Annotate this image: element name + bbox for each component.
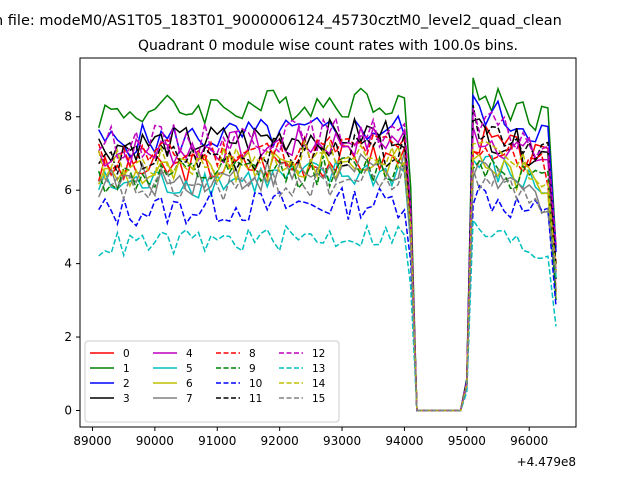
legend-label-8: 8: [249, 348, 256, 360]
x-tick-label: 92000: [261, 434, 299, 448]
y-tick-label: 4: [64, 257, 72, 271]
legend-label-10: 10: [249, 378, 262, 390]
legend-label-14: 14: [312, 378, 326, 390]
x-axis: 89000 90000 91000 92000 93000 94000 95000 96000: [73, 427, 548, 448]
chart-title: Quadrant 0 module wise count rates with …: [138, 38, 518, 54]
series-line-7: [98, 151, 557, 412]
legend-label-5: 5: [186, 363, 193, 375]
series-line-8: [97, 133, 557, 412]
x-tick-label: 95000: [448, 434, 486, 448]
x-tick-label: 89000: [73, 434, 111, 448]
legend-label-12: 12: [312, 348, 325, 360]
legend-label-0: 0: [123, 348, 130, 360]
legend-label-7: 7: [186, 393, 193, 405]
x-tick-label: 90000: [136, 434, 174, 448]
legend-label-2: 2: [123, 378, 130, 390]
legend-label-13: 13: [312, 363, 325, 375]
series-line-1: [97, 77, 557, 412]
plot-frame: [79, 57, 577, 428]
series-line-15: [98, 163, 557, 412]
x-tick-label: 93000: [323, 434, 361, 448]
legend-label-3: 3: [123, 393, 130, 405]
x-axis-offset-label: +4.479e8: [517, 455, 576, 469]
series-line-12: [98, 108, 557, 412]
series-line-13: [98, 217, 557, 412]
x-tick-label: 96000: [510, 434, 548, 448]
legend-label-1: 1: [123, 363, 130, 375]
series-line-11: [98, 104, 557, 412]
series-line-5: [97, 154, 557, 412]
legend-label-11: 11: [249, 393, 262, 405]
figure-suptitle: n file: modeM0/AS1T05_183T01_9000006124_…: [0, 13, 562, 29]
legend-label-6: 6: [186, 378, 193, 390]
legend-label-9: 9: [249, 363, 256, 375]
legend-label-4: 4: [186, 348, 193, 360]
series-layer: [97, 77, 557, 412]
series-line-9: [97, 155, 557, 412]
y-tick-label: 2: [64, 330, 72, 344]
series-line-10: [98, 184, 557, 412]
legend-frame: [84, 340, 340, 423]
y-tick-label: 6: [64, 183, 72, 197]
x-tick-label: 94000: [385, 434, 423, 448]
legend-label-15: 15: [312, 393, 325, 405]
x-tick-label: 91000: [198, 434, 236, 448]
y-tick-label: 8: [64, 110, 72, 124]
y-tick-label: 0: [64, 403, 72, 417]
y-axis: 0 2 4 6 8: [64, 110, 80, 417]
series-line-2: [98, 93, 557, 412]
series-line-6: [98, 144, 557, 412]
